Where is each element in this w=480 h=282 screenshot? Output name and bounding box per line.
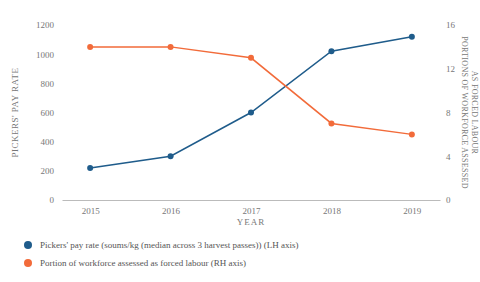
x-axis: 2015 2016 2017 2018 2019 (63, 200, 441, 216)
tick-label: 0 (446, 195, 451, 205)
tick-label: 2018 (323, 206, 342, 216)
plot-area (87, 34, 415, 171)
tick-label: 12 (446, 64, 455, 74)
y2-axis-title: AS FORCED LABOUR (470, 71, 479, 155)
tick-label: 800 (41, 79, 55, 89)
y-axis-line (62, 26, 63, 201)
marker (328, 48, 334, 54)
tick-label: 1000 (36, 50, 55, 60)
marker (409, 34, 415, 40)
tick-label: 200 (41, 166, 55, 176)
y2-axis-line (440, 26, 441, 201)
legend-item: Portion of workforce assessed as forced … (24, 258, 246, 268)
tick-label: 16 (446, 20, 456, 30)
tick: 2015 (82, 200, 101, 216)
tick-label: 4 (446, 152, 451, 162)
series-line (90, 37, 412, 168)
tick: 1200 (36, 20, 62, 30)
marker (328, 120, 334, 126)
tick: 4 (440, 152, 451, 162)
tick-label: 1200 (36, 20, 55, 30)
tick-label: 8 (446, 108, 451, 118)
tick: 16 (440, 20, 456, 30)
marker (87, 165, 93, 171)
tick: 200 (41, 166, 63, 176)
tick: 12 (440, 64, 455, 74)
series-line (90, 47, 412, 135)
chart: 2015201620172018201902004006008001000120… (0, 0, 480, 282)
legend-label: Portion of workforce assessed as forced … (40, 258, 246, 268)
x-axis-title: YEAR (237, 217, 266, 227)
marker (248, 110, 254, 116)
x-axis-line (63, 200, 441, 201)
y2-axis-title: PORTIONS OF WORKFORCE ASSESSED (460, 36, 469, 189)
tick: 2017 (243, 200, 262, 216)
tick-label: 2017 (243, 206, 262, 216)
marker (168, 44, 174, 50)
tick: 8 (440, 108, 451, 118)
y-axis-title: PICKERS' PAY RATE (10, 67, 20, 157)
marker (248, 55, 254, 61)
legend-swatch (24, 241, 32, 249)
tick: 0 (440, 195, 451, 205)
tick-label: 2016 (162, 206, 181, 216)
tick: 400 (41, 137, 63, 147)
y2-axis: 0 4 8 12 16 (440, 20, 456, 205)
tick: 800 (41, 79, 63, 89)
marker (168, 153, 174, 159)
tick-label: 400 (41, 137, 55, 147)
tick-label: 0 (50, 195, 55, 205)
legend-label: Pickers' pay rate (soums/kg (median acro… (40, 240, 299, 250)
tick-label: 600 (41, 108, 55, 118)
tick: 0 (50, 195, 63, 205)
tick: 1000 (36, 50, 62, 60)
tick: 2016 (162, 200, 181, 216)
tick-label: 2019 (403, 206, 422, 216)
tick: 2018 (323, 200, 342, 216)
tick: 2019 (403, 200, 422, 216)
y-axis: 0 200 400 600 800 1000 1200 (36, 20, 63, 205)
marker (87, 44, 93, 50)
tick-label: 2015 (82, 206, 101, 216)
tick: 600 (41, 108, 63, 118)
marker (409, 131, 415, 137)
legend-swatch (24, 259, 32, 267)
legend-item: Pickers' pay rate (soums/kg (median acro… (24, 240, 299, 250)
